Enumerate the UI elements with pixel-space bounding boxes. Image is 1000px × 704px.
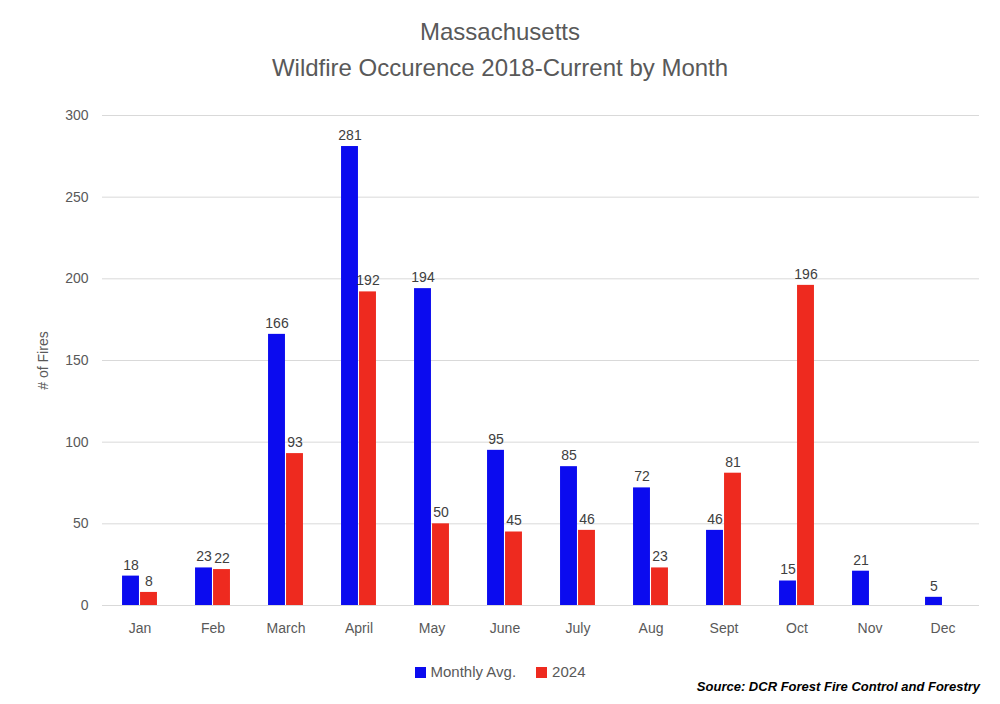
- svg-text:June: June: [490, 620, 521, 636]
- svg-text:Jan: Jan: [129, 620, 152, 636]
- svg-text:Dec: Dec: [931, 620, 956, 636]
- svg-text:100: 100: [65, 434, 89, 450]
- svg-text:23: 23: [652, 548, 668, 564]
- html-text:2024: 2024: [552, 663, 586, 680]
- svg-text:300: 300: [65, 107, 89, 123]
- svg-text:April: April: [345, 620, 373, 636]
- svg-text:46: 46: [707, 511, 723, 527]
- svg-text:May: May: [419, 620, 445, 636]
- svg-text:0: 0: [81, 597, 89, 613]
- svg-text:Oct: Oct: [786, 620, 808, 636]
- svg-text:July: July: [566, 620, 591, 636]
- svg-text:95: 95: [488, 431, 504, 447]
- svg-text:# of Fires: # of Fires: [35, 331, 51, 389]
- svg-text:18: 18: [123, 557, 139, 573]
- svg-text:250: 250: [65, 189, 89, 205]
- svg-text:166: 166: [265, 315, 289, 331]
- svg-text:81: 81: [725, 454, 741, 470]
- html-text:Monthly Avg.: Monthly Avg.: [430, 663, 517, 680]
- svg-text:50: 50: [433, 504, 449, 520]
- svg-text:72: 72: [634, 468, 650, 484]
- svg-text:46: 46: [579, 511, 595, 527]
- svg-text:21: 21: [853, 552, 869, 568]
- svg-text:March: March: [267, 620, 306, 636]
- svg-text:85: 85: [561, 447, 577, 463]
- html-text:Massachusetts: Massachusetts: [420, 18, 580, 45]
- svg-text:194: 194: [411, 269, 435, 285]
- html-text:Wildfire Occurence 2018-Curren: Wildfire Occurence 2018-Current by Month: [271, 54, 729, 81]
- svg-text:281: 281: [338, 127, 362, 143]
- svg-text:50: 50: [73, 515, 89, 531]
- svg-text:93: 93: [287, 434, 303, 450]
- svg-text:Feb: Feb: [201, 620, 225, 636]
- html-text:Source: DCR Forest Fire Contro: Source: DCR Forest Fire Control and Fore…: [696, 679, 980, 694]
- svg-text:5: 5: [930, 578, 938, 594]
- svg-text:15: 15: [780, 561, 796, 577]
- svg-text:196: 196: [794, 266, 818, 282]
- svg-text:200: 200: [65, 270, 89, 286]
- svg-text:Aug: Aug: [639, 620, 664, 636]
- svg-text:45: 45: [506, 512, 522, 528]
- svg-text:23: 23: [196, 548, 212, 564]
- svg-text:150: 150: [65, 352, 89, 368]
- svg-text:Nov: Nov: [858, 620, 883, 636]
- svg-text:8: 8: [145, 573, 153, 589]
- svg-text:Sept: Sept: [710, 620, 739, 636]
- svg-text:22: 22: [214, 550, 230, 566]
- svg-text:192: 192: [356, 272, 380, 288]
